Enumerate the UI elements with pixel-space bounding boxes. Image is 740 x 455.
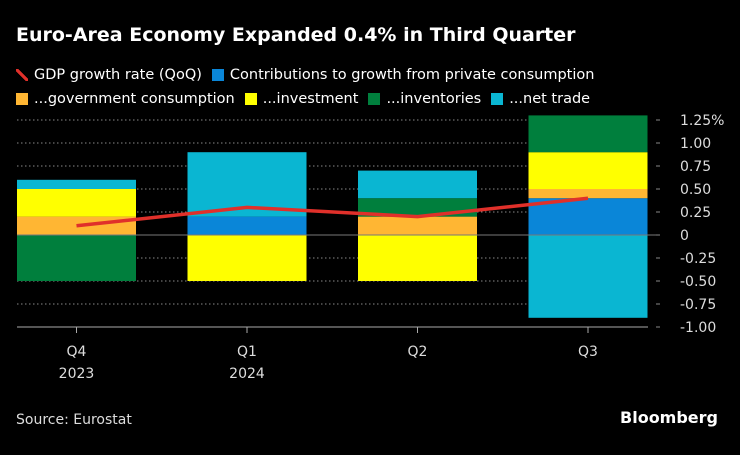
x-tick-label: Q4	[67, 344, 87, 360]
legend-label: GDP growth rate (QoQ)	[34, 67, 202, 83]
legend-item: ...net trade	[491, 88, 590, 110]
x-tick-label: Q2	[408, 344, 428, 360]
legend-swatch	[211, 69, 224, 81]
y-tick-label: 0.25	[680, 205, 711, 221]
x-tick-label: Q1	[237, 344, 257, 360]
y-tick-label: 0.50	[680, 182, 711, 198]
y-tick-label: 0.75	[680, 159, 711, 175]
legend-item: GDP growth rate (QoQ)	[16, 64, 202, 86]
legend-swatch	[491, 93, 504, 105]
y-tick-label: 1.25%	[680, 113, 724, 129]
chart-title: Euro-Area Economy Expanded 0.4% in Third…	[16, 24, 576, 46]
legend-item: ...investment	[244, 88, 359, 110]
bar-segment	[358, 235, 477, 281]
legend-swatch	[368, 93, 381, 105]
bar-segment	[187, 235, 307, 281]
y-tick-label: 1.00	[680, 136, 711, 152]
legend-swatch	[244, 93, 257, 105]
y-tick-label: -1.00	[680, 320, 716, 336]
x-year-label: 2024	[229, 366, 265, 382]
bar-segment	[358, 216, 477, 235]
legend-swatch	[16, 93, 28, 105]
bar-segment	[17, 189, 136, 217]
bar-segment	[528, 235, 648, 318]
source-note: Source: Eurostat	[16, 412, 132, 428]
bar-segment	[528, 152, 648, 189]
legend-label: ...inventories	[386, 91, 482, 107]
y-tick-label: 0	[680, 228, 689, 244]
x-tick-label: Q3	[578, 344, 598, 360]
legend-label: ...net trade	[509, 91, 591, 107]
y-tick-label: -0.75	[680, 297, 716, 313]
gdp-line	[76, 196, 589, 228]
bar-segment	[528, 115, 648, 153]
bloomberg-logo: Bloomberg	[620, 408, 718, 427]
legend-item: Contributions to growth from private con…	[211, 64, 595, 86]
chart: 1.25% 1.00 0.75 0.50 0.25 0 -0.25 -0.50 -0.75 -1.…	[17, 113, 724, 382]
bar-segment	[187, 216, 307, 235]
bar-segment	[17, 179, 136, 189]
legend-label: ...investment	[262, 91, 359, 107]
legend-item: ...inventories	[368, 88, 481, 110]
legend-label: ...government consumption	[34, 91, 235, 107]
bar-segment	[17, 235, 136, 281]
legend-label: Contributions to growth from private con…	[229, 67, 595, 83]
bar-segment	[528, 198, 648, 235]
x-year-label: 2023	[59, 366, 95, 382]
legend: GDP growth rate (QoQ) Contributions to gr…	[16, 64, 716, 112]
bar-segment	[358, 170, 477, 199]
bar-segment	[528, 189, 648, 199]
y-tick-label: -0.25	[680, 251, 716, 267]
legend-item: ...government consumption	[16, 88, 235, 110]
y-tick-label: -0.50	[680, 274, 716, 290]
